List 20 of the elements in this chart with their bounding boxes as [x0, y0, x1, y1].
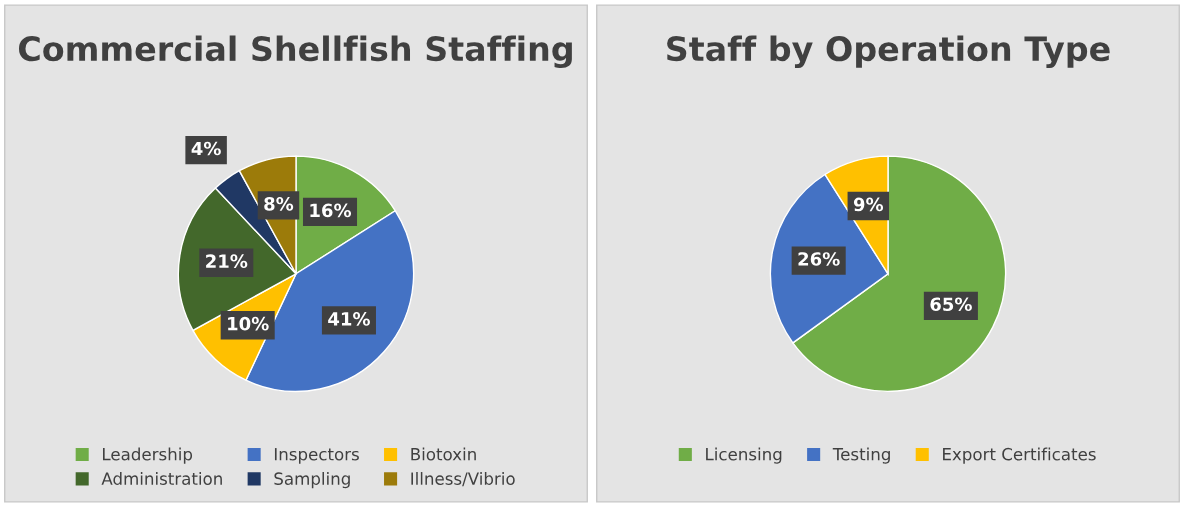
legend-label: Leadership	[103, 447, 193, 464]
chart-title: Commercial Shellfish Staffing	[18, 35, 572, 69]
legend-label: Sampling	[274, 472, 350, 489]
data-label: 4%	[191, 141, 221, 156]
chart-title: Staff by Operation Type	[667, 35, 1110, 69]
data-label: 21%	[206, 254, 248, 268]
legend-label: Export Certificates	[943, 447, 1096, 464]
legend-label: Licensing	[706, 447, 782, 464]
legend-label: Illness/Vibrio	[411, 472, 515, 487]
data-label: 26%	[798, 252, 840, 266]
data-label: 10%	[228, 316, 269, 331]
legend-label: Testing	[832, 447, 890, 464]
data-label: 9%	[853, 197, 884, 212]
legend-label: Administration	[101, 472, 222, 485]
data-label: 65%	[930, 297, 972, 312]
data-label: 16%	[310, 203, 352, 218]
data-label: 8%	[264, 197, 294, 211]
legend-label: Biotoxin	[411, 447, 476, 461]
data-label: 41%	[328, 312, 370, 326]
legend-label: Inspectors	[274, 448, 359, 464]
